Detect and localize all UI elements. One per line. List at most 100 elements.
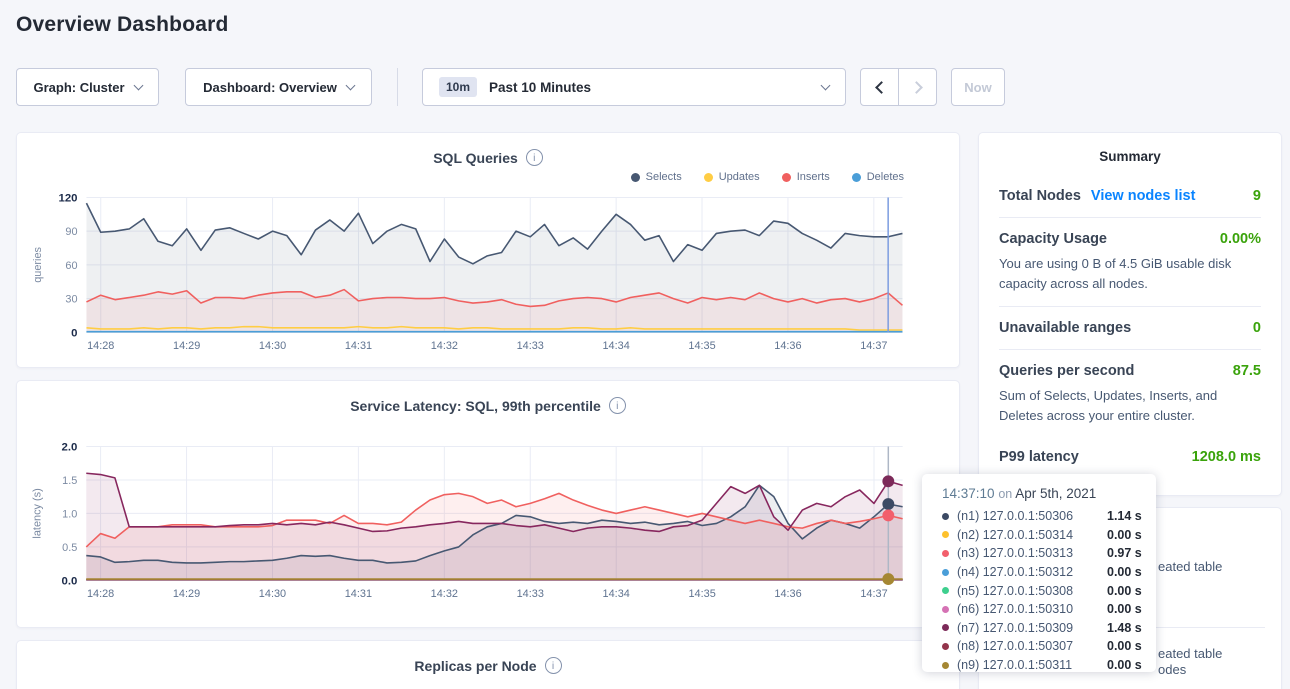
svg-text:14:33: 14:33 [517, 340, 544, 352]
chart-hover-tooltip: 14:37:10 on Apr 5th, 2021 (n1) 127.0.0.1… [922, 474, 1156, 672]
svg-text:14:28: 14:28 [87, 588, 114, 600]
svg-text:14:37: 14:37 [860, 340, 887, 352]
tooltip-node-row: (n1) 127.0.0.1:503061.14 s [942, 507, 1156, 526]
qps-value: 87.5 [1233, 363, 1261, 379]
svg-text:1.0: 1.0 [62, 508, 77, 520]
node-latency-value: 0.00 s [1107, 584, 1142, 598]
sql-queries-card: SQL Queries SelectsUpdatesInsertsDeletes… [16, 132, 960, 368]
node-address: (n6) 127.0.0.1:50310 [957, 602, 1107, 616]
node-dot-icon [942, 569, 949, 576]
unavailable-ranges-value: 0 [1253, 320, 1261, 336]
svg-text:0.0: 0.0 [62, 575, 78, 587]
node-dot-icon [942, 606, 949, 613]
svg-text:120: 120 [59, 192, 78, 204]
node-address: (n1) 127.0.0.1:50306 [957, 509, 1107, 523]
summary-row-qps: Queries per second 87.5 Sum of Selects, … [999, 363, 1261, 425]
node-dot-icon [942, 587, 949, 594]
capacity-usage-value: 0.00% [1220, 231, 1261, 247]
divider [999, 306, 1261, 307]
event-item[interactable]: eated table [1158, 559, 1222, 574]
chevron-down-icon [821, 80, 831, 90]
tooltip-node-row: (n7) 127.0.0.1:503091.48 s [942, 619, 1156, 638]
service-latency-chart[interactable]: 14:2814:2914:3014:3114:3214:3314:3414:35… [17, 381, 961, 627]
svg-text:0: 0 [71, 327, 77, 339]
time-range-label: Past 10 Minutes [489, 80, 591, 95]
event-item[interactable]: eated table [1158, 646, 1222, 661]
tooltip-timestamp: 14:37:10 on Apr 5th, 2021 [942, 486, 1156, 501]
chevron-down-icon [133, 80, 143, 90]
info-icon[interactable] [545, 657, 562, 674]
summary-row-p99-latency: P99 latency 1208.0 ms [999, 449, 1261, 465]
node-latency-value: 1.14 s [1107, 509, 1142, 523]
node-latency-value: 0.00 s [1107, 565, 1142, 579]
node-address: (n4) 127.0.0.1:50312 [957, 565, 1107, 579]
chevron-down-icon [345, 80, 355, 90]
graph-dropdown[interactable]: Graph: Cluster [16, 68, 159, 106]
node-address: (n5) 127.0.0.1:50308 [957, 584, 1107, 598]
svg-text:2.0: 2.0 [62, 441, 78, 453]
overview-dashboard-page: Overview Dashboard Graph: Cluster Dashbo… [0, 0, 1290, 689]
capacity-usage-desc: You are using 0 B of 4.5 GiB usable disk… [999, 254, 1261, 293]
node-latency-value: 0.00 s [1107, 528, 1142, 542]
time-forward-button[interactable] [898, 68, 937, 106]
svg-text:0.5: 0.5 [62, 542, 77, 554]
toolbar: Graph: Cluster Dashboard: Overview 10m P… [16, 68, 1005, 106]
toolbar-divider [397, 68, 398, 106]
svg-text:30: 30 [65, 294, 77, 306]
total-nodes-value: 9 [1253, 188, 1261, 204]
node-dot-icon [942, 624, 949, 631]
dashboard-dropdown[interactable]: Dashboard: Overview [185, 68, 372, 106]
now-button[interactable]: Now [951, 68, 1005, 106]
view-nodes-list-link[interactable]: View nodes list [1091, 188, 1196, 204]
summary-row-capacity: Capacity Usage 0.00% You are using 0 B o… [999, 231, 1261, 293]
svg-text:14:34: 14:34 [603, 588, 630, 600]
page-title: Overview Dashboard [16, 13, 229, 37]
chevron-right-icon [910, 81, 923, 94]
tooltip-node-row: (n5) 127.0.0.1:503080.00 s [942, 581, 1156, 600]
svg-text:14:32: 14:32 [431, 340, 458, 352]
tooltip-node-row: (n4) 127.0.0.1:503120.00 s [942, 563, 1156, 582]
node-address: (n9) 127.0.0.1:50311 [957, 658, 1107, 672]
summary-panel: Summary Total Nodes View nodes list 9 Ca… [978, 132, 1282, 496]
node-dot-icon [942, 550, 949, 557]
svg-text:14:37: 14:37 [860, 588, 887, 600]
svg-text:14:31: 14:31 [345, 340, 372, 352]
qps-desc: Sum of Selects, Updates, Inserts, and De… [999, 386, 1261, 425]
time-back-button[interactable] [860, 68, 899, 106]
time-range-selector[interactable]: 10m Past 10 Minutes [422, 68, 846, 106]
svg-text:14:28: 14:28 [87, 340, 114, 352]
node-dot-icon [942, 531, 949, 538]
tooltip-node-row: (n6) 127.0.0.1:503100.00 s [942, 600, 1156, 619]
node-address: (n2) 127.0.0.1:50314 [957, 528, 1107, 542]
node-address: (n7) 127.0.0.1:50309 [957, 621, 1107, 635]
tooltip-node-row: (n2) 127.0.0.1:503140.00 s [942, 526, 1156, 545]
svg-text:14:30: 14:30 [259, 340, 286, 352]
svg-text:1.5: 1.5 [62, 475, 77, 487]
time-range-badge: 10m [439, 77, 477, 97]
svg-text:14:30: 14:30 [259, 588, 286, 600]
service-latency-card: Service Latency: SQL, 99th percentile 14… [16, 380, 960, 628]
sql-queries-chart[interactable]: 14:2814:2914:3014:3114:3214:3314:3414:35… [17, 133, 961, 367]
tooltip-node-row: (n8) 127.0.0.1:503070.00 s [942, 637, 1156, 656]
divider [999, 349, 1261, 350]
svg-text:14:29: 14:29 [173, 588, 200, 600]
node-address: (n8) 127.0.0.1:50307 [957, 639, 1107, 653]
svg-text:14:36: 14:36 [774, 340, 801, 352]
summary-title: Summary [999, 149, 1261, 164]
svg-text:90: 90 [65, 226, 77, 238]
tooltip-node-row: (n3) 127.0.0.1:503130.97 s [942, 544, 1156, 563]
svg-text:14:31: 14:31 [345, 588, 372, 600]
event-item[interactable]: odes [1158, 662, 1186, 677]
node-dot-icon [942, 662, 949, 669]
svg-text:queries: queries [32, 246, 44, 282]
time-pager [860, 68, 937, 106]
graph-dropdown-label: Graph: Cluster [33, 80, 124, 95]
node-address: (n3) 127.0.0.1:50313 [957, 546, 1107, 560]
replicas-per-node-title: Replicas per Node [17, 657, 959, 674]
svg-text:14:29: 14:29 [173, 340, 200, 352]
svg-text:14:35: 14:35 [688, 588, 715, 600]
tooltip-rows: (n1) 127.0.0.1:503061.14 s(n2) 127.0.0.1… [942, 507, 1156, 674]
p99-latency-value: 1208.0 ms [1192, 449, 1261, 465]
node-latency-value: 0.00 s [1107, 658, 1142, 672]
svg-text:14:35: 14:35 [688, 340, 715, 352]
